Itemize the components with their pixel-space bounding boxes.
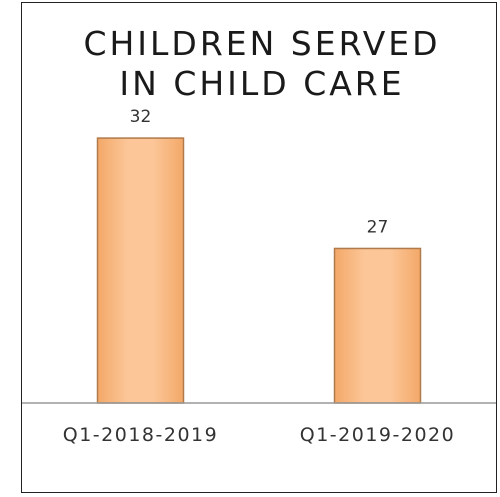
bar-2 (333, 247, 422, 404)
labels-layer: 32 Q1-2018-2019 27 Q1-2019-2020 (63, 107, 455, 446)
value-label-1: 32 (130, 107, 152, 127)
bars-layer (96, 137, 422, 404)
bar-1 (96, 137, 185, 404)
x-tick-label-2: Q1-2019-2020 (300, 424, 455, 446)
x-tick-label-1: Q1-2018-2019 (63, 424, 218, 446)
chart-title-line-1: CHILDREN SERVED (83, 24, 441, 63)
value-label-2: 27 (367, 217, 389, 237)
chart-title: CHILDREN SERVED IN CHILD CARE (0, 24, 500, 104)
chart-title-line-2: IN CHILD CARE (119, 64, 405, 103)
